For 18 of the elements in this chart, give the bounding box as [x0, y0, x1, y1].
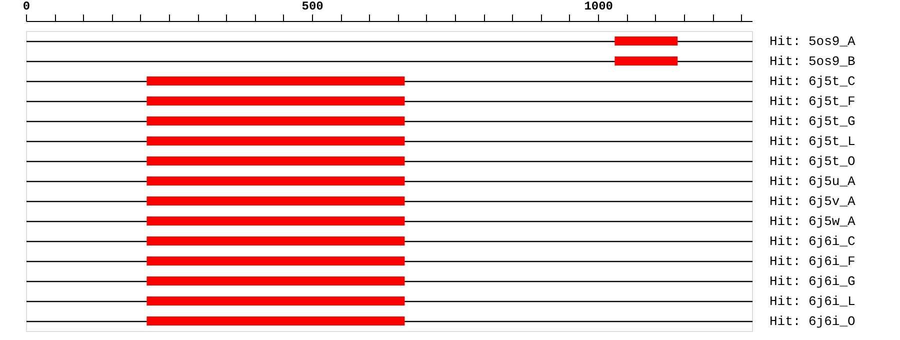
- y-tick-label: Hit: 6j6i_L: [770, 294, 856, 309]
- y-tick-label: Hit: 6j5t_C: [770, 74, 856, 89]
- x-tick-label: 0: [22, 0, 30, 14]
- y-tick-label: Hit: 6j5t_O: [770, 154, 856, 169]
- y-tick-label: Hit: 6j6i_F: [770, 254, 856, 269]
- x-tick-label: 1000: [584, 0, 614, 14]
- y-tick-label: Hit: 5os9_A: [770, 34, 856, 49]
- y-tick-label: Hit: 6j5t_L: [770, 134, 856, 149]
- y-tick-label: Hit: 6j6i_C: [770, 234, 856, 249]
- y-tick-label: Hit: 6j6i_O: [770, 314, 856, 329]
- y-tick-label: Hit: 6j5v_A: [770, 194, 856, 209]
- x-tick-label: 500: [302, 0, 324, 14]
- y-tick-label: Hit: 6j5t_G: [770, 114, 856, 129]
- y-tick-label: Hit: 6j6i_G: [770, 274, 856, 289]
- y-tick-label: Hit: 5os9_B: [770, 54, 856, 69]
- y-tick-label: Hit: 6j5w_A: [770, 214, 856, 229]
- y-tick-label: Hit: 6j5t_F: [770, 94, 856, 109]
- y-tick-label: Hit: 6j5u_A: [770, 174, 856, 189]
